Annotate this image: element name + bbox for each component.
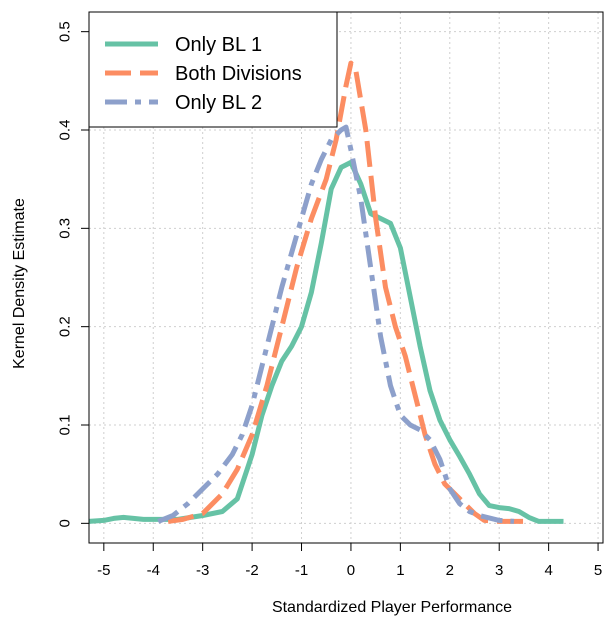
x-axis-title: Standardized Player Performance <box>272 599 512 616</box>
y-axis-title: Kernel Density Estimate <box>11 198 28 369</box>
x-tick-label: -3 <box>196 562 209 579</box>
x-tick-label: 5 <box>594 562 602 579</box>
legend-label: Only BL 2 <box>175 92 262 114</box>
x-tick-label: 4 <box>544 562 552 579</box>
y-tick-label: 0 <box>57 519 74 527</box>
x-tick-label: -5 <box>97 562 110 579</box>
x-tick-label: 2 <box>446 562 454 579</box>
plot-frame <box>88 11 604 544</box>
x-tick-label: -1 <box>295 562 308 579</box>
y-axis: 0 0.1 0.2 0.3 0.4 0.5 <box>57 21 89 528</box>
legend-label: Only BL 1 <box>175 34 262 56</box>
series-line-1 <box>88 159 564 524</box>
x-tick-label: 0 <box>347 562 355 579</box>
series-lines <box>88 60 564 524</box>
x-axis: -5 -4 -3 -2 -1 0 1 2 3 4 5 <box>97 543 602 579</box>
y-tick-label: 0.5 <box>57 21 74 42</box>
legend-label: Both Divisions <box>175 63 302 85</box>
y-tick-label: 0.4 <box>57 120 74 141</box>
grid <box>89 12 603 543</box>
y-tick-label: 0.1 <box>57 415 74 436</box>
series-line-3 <box>157 124 515 524</box>
y-tick-label: 0.2 <box>57 316 74 337</box>
series-line-2 <box>167 60 524 524</box>
x-tick-label: 1 <box>396 562 404 579</box>
legend-box <box>88 11 338 128</box>
legend: Only BL 1 Both Divisions Only BL 2 <box>88 11 338 128</box>
y-tick-label: 0.3 <box>57 218 74 239</box>
x-tick-label: -2 <box>245 562 258 579</box>
x-tick-label: -4 <box>147 562 160 579</box>
x-tick-label: 3 <box>495 562 503 579</box>
